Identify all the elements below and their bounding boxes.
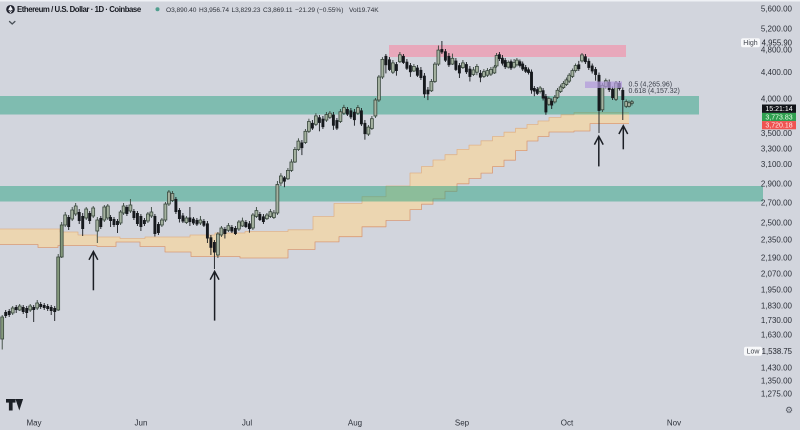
svg-text:1,538.75: 1,538.75	[762, 347, 793, 356]
svg-text:Ethereum / U.S. Dollar · 1D ·: Ethereum / U.S. Dollar · 1D · Coinbase	[17, 5, 142, 14]
svg-text:3,300.00: 3,300.00	[761, 145, 793, 154]
svg-text:3,100.00: 3,100.00	[761, 160, 793, 169]
svg-text:4,800.00: 4,800.00	[761, 46, 793, 55]
svg-text:15:21:14: 15:21:14	[765, 106, 792, 113]
svg-text:C3,869.11: C3,869.11	[263, 7, 293, 14]
svg-text:1,950.00: 1,950.00	[761, 286, 793, 295]
svg-text:3,720.18: 3,720.18	[765, 123, 792, 130]
svg-text:High: High	[743, 40, 758, 47]
svg-text:1,430.00: 1,430.00	[761, 364, 793, 373]
svg-text:O3,890.40: O3,890.40	[166, 7, 197, 14]
svg-text:2,070.00: 2,070.00	[761, 270, 793, 279]
svg-text:May: May	[26, 419, 41, 428]
svg-text:3,500.00: 3,500.00	[761, 129, 793, 138]
svg-text:Vol19.74K: Vol19.74K	[349, 7, 379, 14]
svg-text:5,200.00: 5,200.00	[761, 25, 793, 34]
svg-text:Jul: Jul	[242, 419, 252, 428]
svg-text:1,350.00: 1,350.00	[761, 377, 793, 386]
svg-text:1,830.00: 1,830.00	[761, 302, 793, 311]
svg-text:2,500.00: 2,500.00	[761, 219, 793, 228]
svg-text:2,900.00: 2,900.00	[761, 179, 793, 188]
svg-text:L3,829.23: L3,829.23	[232, 7, 261, 14]
svg-text:Nov: Nov	[667, 419, 681, 428]
svg-text:0.5 (4,265.96): 0.5 (4,265.96)	[629, 81, 673, 88]
svg-text:2,190.00: 2,190.00	[761, 254, 793, 263]
svg-text:Low: Low	[747, 349, 761, 356]
svg-text:1,275.00: 1,275.00	[761, 390, 793, 399]
svg-text:Oct: Oct	[561, 419, 574, 428]
svg-text:4,000.00: 4,000.00	[761, 95, 793, 104]
svg-text:5,600.00: 5,600.00	[761, 5, 793, 14]
svg-text:1,630.00: 1,630.00	[761, 331, 793, 340]
svg-text:Aug: Aug	[348, 419, 362, 428]
svg-text:Jun: Jun	[135, 419, 148, 428]
svg-text:⚙: ⚙	[785, 405, 793, 415]
svg-text:Sep: Sep	[455, 419, 470, 428]
svg-text:−21.29 (−0.55%): −21.29 (−0.55%)	[295, 7, 343, 14]
svg-text:2,350.00: 2,350.00	[761, 236, 793, 245]
svg-text:0.618 (4,157.32): 0.618 (4,157.32)	[629, 88, 680, 95]
svg-text:4,400.00: 4,400.00	[761, 68, 793, 77]
svg-text:3,773.83: 3,773.83	[765, 114, 792, 121]
svg-text:2,700.00: 2,700.00	[761, 199, 793, 208]
svg-text:4,955.90: 4,955.90	[762, 38, 793, 47]
svg-text:H3,956.74: H3,956.74	[199, 7, 229, 14]
svg-text:1,730.00: 1,730.00	[761, 316, 793, 325]
